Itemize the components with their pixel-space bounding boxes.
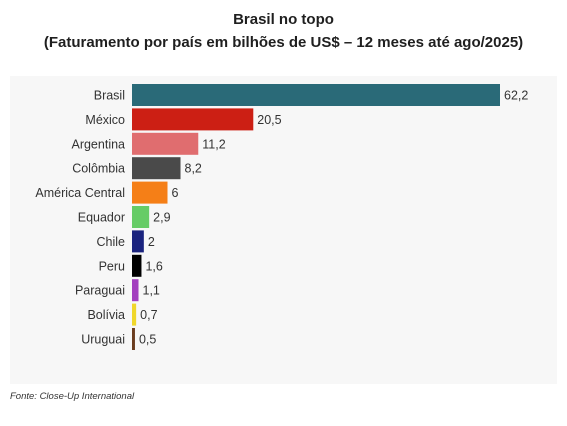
bar (132, 84, 500, 106)
value-label: 11,2 (202, 137, 225, 151)
category-label: Colômbia (72, 162, 125, 176)
category-label: Equador (78, 211, 125, 225)
value-label: 6 (171, 186, 178, 200)
value-label: 20,5 (257, 113, 281, 127)
category-label: Brasil (94, 89, 125, 103)
value-label: 1,6 (145, 259, 162, 273)
value-label: 2 (148, 235, 155, 249)
chart-title: Brasil no topo (233, 11, 334, 28)
category-label: Uruguai (81, 333, 125, 347)
value-label: 62,2 (504, 89, 528, 103)
category-label: Bolívia (87, 308, 125, 322)
bar (132, 132, 199, 155)
bar (132, 206, 150, 228)
chart-subtitle: (Faturamento por país em bilhões de US$ … (43, 34, 524, 51)
bar (132, 279, 139, 302)
category-label: Chile (97, 235, 126, 249)
category-label: Argentina (71, 137, 125, 151)
chart-title-block: Brasil no topo (Faturamento por país em … (0, 10, 567, 52)
category-label: Paraguai (75, 284, 125, 298)
value-label: 2,9 (153, 211, 170, 225)
value-label: 0,7 (140, 308, 157, 322)
chart-panel: Brasil 62,2 México 20,5 Argentina 11,2 Colômbi… (10, 76, 557, 384)
value-label: 1,1 (143, 284, 160, 298)
bar (132, 108, 254, 131)
category-label: Peru (99, 259, 125, 273)
value-label: 0,5 (139, 333, 156, 347)
category-label: México (85, 113, 125, 127)
bar (132, 181, 168, 204)
source-note: Fonte: Close-Up International (10, 391, 135, 402)
bar (132, 230, 144, 253)
bar (132, 254, 142, 277)
bar (132, 157, 181, 180)
value-label: 8,2 (185, 162, 202, 176)
bar (132, 328, 135, 350)
category-label: América Central (35, 186, 125, 200)
bar (132, 303, 137, 326)
